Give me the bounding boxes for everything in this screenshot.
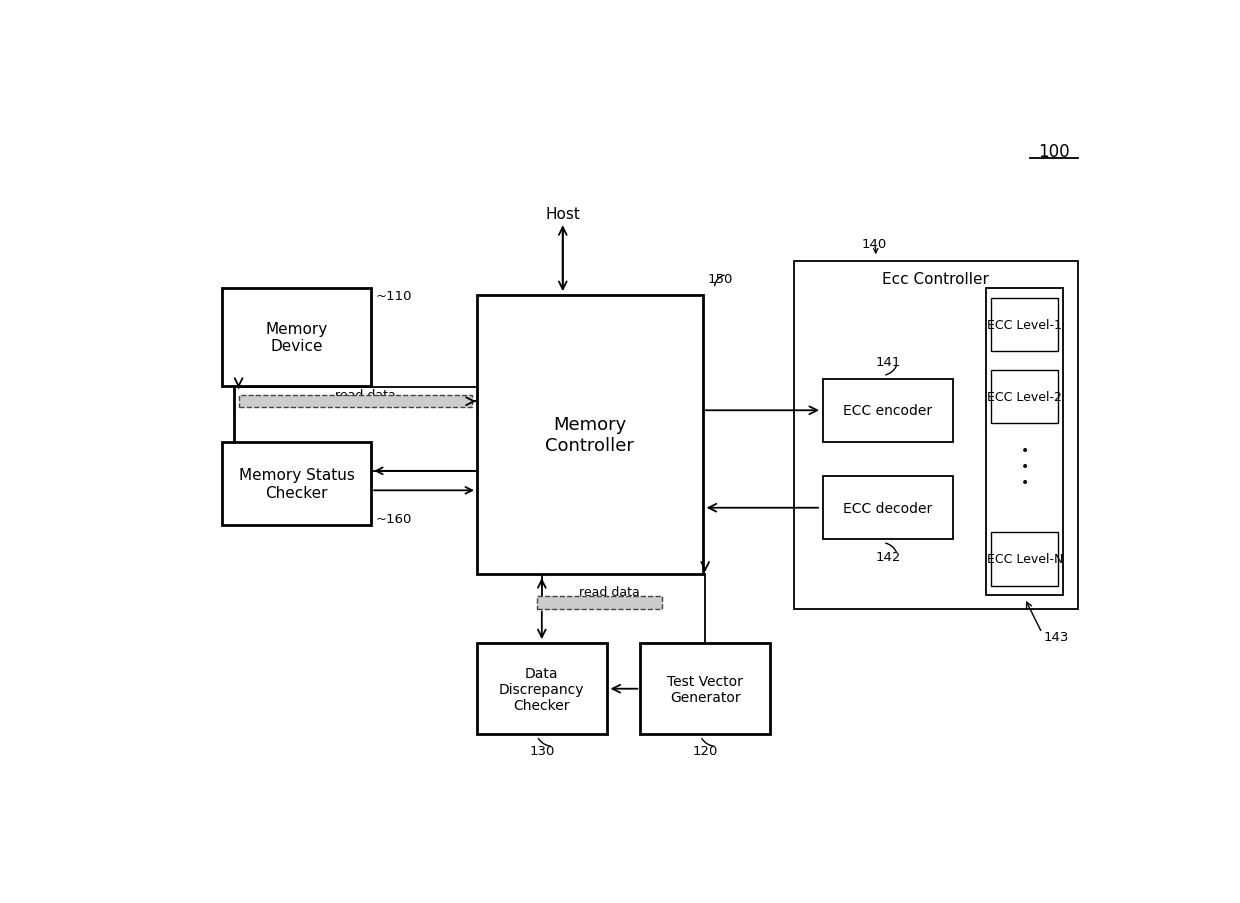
Bar	[823, 477, 952, 539]
Text: Memory
Controller: Memory Controller	[546, 415, 635, 454]
Text: ECC Level-1: ECC Level-1	[987, 319, 1063, 331]
Text: •
•
•: • • •	[1021, 443, 1029, 489]
Text: ECC Level-N: ECC Level-N	[987, 553, 1063, 565]
Bar	[222, 442, 371, 526]
Bar	[991, 533, 1058, 586]
Text: 100: 100	[1038, 143, 1069, 161]
Text: ECC decoder: ECC decoder	[843, 501, 932, 515]
Bar	[991, 370, 1058, 424]
Bar	[537, 597, 662, 609]
Text: Memory
Device: Memory Device	[265, 321, 327, 354]
Text: 142: 142	[875, 550, 900, 563]
Text: ~110: ~110	[376, 290, 413, 303]
Bar	[640, 644, 770, 734]
Bar	[477, 296, 703, 574]
Text: Test Vector
Generator: Test Vector Generator	[667, 674, 743, 704]
Text: 120: 120	[692, 745, 718, 758]
Text: ECC encoder: ECC encoder	[843, 404, 932, 418]
Bar	[477, 644, 606, 734]
Text: ~160: ~160	[376, 512, 413, 525]
Text: 143: 143	[1044, 630, 1069, 643]
Text: read data: read data	[579, 585, 640, 598]
Text: Data
Discrepancy
Checker: Data Discrepancy Checker	[498, 666, 584, 712]
Text: Ecc Controller: Ecc Controller	[883, 271, 990, 286]
Bar	[823, 379, 952, 442]
Bar	[991, 298, 1058, 352]
Text: 140: 140	[862, 237, 887, 250]
Text: ECC Level-2: ECC Level-2	[987, 390, 1063, 404]
Bar	[986, 289, 1063, 595]
Text: 150: 150	[708, 272, 733, 285]
Bar	[222, 289, 371, 386]
Text: read data: read data	[335, 389, 396, 402]
Text: 141: 141	[875, 356, 900, 368]
Text: Memory Status
Checker: Memory Status Checker	[239, 468, 355, 500]
Text: 130: 130	[529, 745, 554, 758]
Bar	[794, 261, 1078, 609]
Text: Host: Host	[546, 207, 580, 221]
Bar	[238, 396, 472, 408]
